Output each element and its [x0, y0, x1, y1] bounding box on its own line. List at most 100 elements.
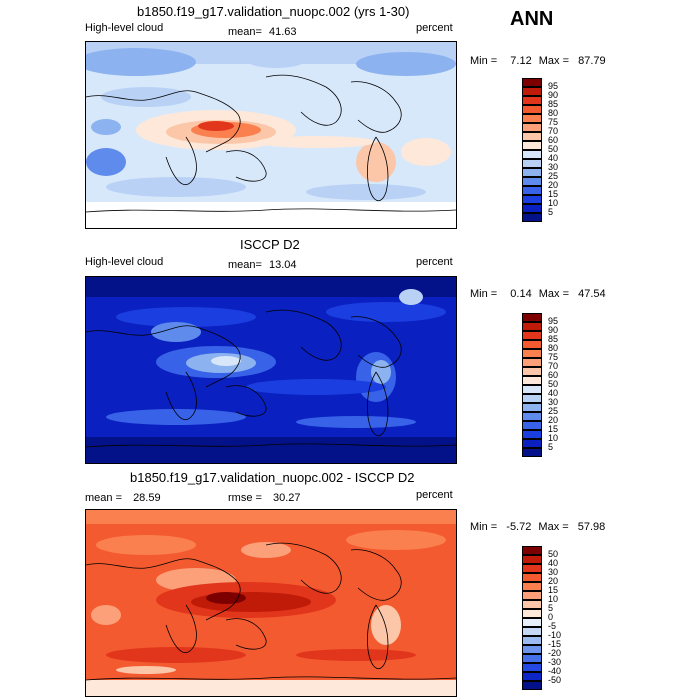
- panel-2-minmax: Min = 0.14 Max = 47.54: [470, 288, 606, 300]
- colorbar-tick-label: 30: [548, 397, 559, 407]
- panel-3-mean-label: mean =: [85, 492, 122, 504]
- colorbar-tick-label: 90: [548, 325, 559, 335]
- panel-2-max-value: 47.54: [578, 288, 606, 300]
- colorbar-tick-label: -50: [548, 675, 562, 685]
- colorbar-cell: [522, 96, 542, 105]
- panel-1-colorbar: 95 90 85 80 75 70 60 50 40 30 25 20 15 10 5: [522, 78, 582, 224]
- colorbar-tick-label: 60: [548, 135, 559, 145]
- colorbar-tick-label: 30: [548, 567, 559, 577]
- colorbar-tick-label: 70: [548, 126, 559, 136]
- colorbar-cell: [522, 645, 542, 654]
- colorbar-cell: [522, 412, 542, 421]
- colorbar-tick-label: 10: [548, 433, 559, 443]
- colorbar-tick-label: 15: [548, 424, 559, 434]
- colorbar-cell: [522, 358, 542, 367]
- panel-3-max-label: Max =: [538, 521, 569, 533]
- colorbar-cell: [522, 87, 542, 96]
- colorbar-cell: [522, 582, 542, 591]
- colorbar-cell: [522, 340, 542, 349]
- colorbar-tick-label: 70: [548, 361, 559, 371]
- colorbar-cell: [522, 654, 542, 663]
- colorbar-tick-label: 60: [548, 370, 559, 380]
- colorbar-cell: [522, 546, 542, 555]
- panel-1-minmax: Min = 7.12 Max = 87.79: [470, 55, 606, 67]
- colorbar-tick-label: 15: [548, 585, 559, 595]
- panel-1-min-value: 7.12: [510, 55, 532, 67]
- panel-2-mean-value: 13.04: [269, 259, 297, 271]
- panel-2-variable: High-level cloud: [85, 256, 164, 268]
- colorbar-tick-label: -15: [548, 639, 562, 649]
- colorbar-cell: [522, 123, 542, 132]
- colorbar-cell: [522, 636, 542, 645]
- panel-3-minmax: Min = -5.72 Max = 57.98: [470, 521, 605, 533]
- colorbar-tick-label: 10: [548, 594, 559, 604]
- colorbar-tick-label: 20: [548, 180, 559, 190]
- panel-1-map: [85, 41, 457, 229]
- panel-2-units: percent: [416, 256, 453, 268]
- colorbar-cell: [522, 609, 542, 618]
- colorbar-tick-label: 90: [548, 90, 559, 100]
- colorbar-cell: [522, 573, 542, 582]
- colorbar-cell: [522, 421, 542, 430]
- colorbar-tick-label: 50: [548, 379, 559, 389]
- panel-2-mean-label: mean=: [228, 259, 262, 271]
- colorbar-cell: [522, 600, 542, 609]
- colorbar-tick-label: 20: [548, 415, 559, 425]
- colorbar-cell: [522, 150, 542, 159]
- colorbar-tick-label: 95: [548, 316, 559, 326]
- colorbar-cell: [522, 394, 542, 403]
- colorbar-cell: [522, 313, 542, 322]
- colorbar-cell: [522, 448, 542, 457]
- colorbar-tick-label: 40: [548, 558, 559, 568]
- panel-2-title: ISCCP D2: [240, 237, 300, 252]
- colorbar-tick-label: 5: [548, 442, 554, 452]
- colorbar-cell: [522, 591, 542, 600]
- colorbar-tick-label: 75: [548, 117, 559, 127]
- panel-2-mean: mean= 13.04: [228, 259, 297, 271]
- colorbar-cell: [522, 430, 542, 439]
- colorbar-tick-label: 5: [548, 207, 554, 217]
- colorbar-tick-label: 40: [548, 153, 559, 163]
- panel-1-title: b1850.f19_g17.validation_nuopc.002 (yrs …: [137, 4, 410, 19]
- colorbar-tick-label: 25: [548, 171, 559, 181]
- panel-1-mean-value: 41.63: [269, 26, 297, 38]
- colorbar-tick-label: 40: [548, 388, 559, 398]
- colorbar-tick-label: 80: [548, 343, 559, 353]
- panel-1-max-value: 87.79: [578, 55, 606, 67]
- colorbar-tick-label: 0: [548, 612, 554, 622]
- colorbar-cell: [522, 114, 542, 123]
- colorbar-tick-label: -30: [548, 657, 562, 667]
- colorbar-tick-label: 50: [548, 144, 559, 154]
- panel-2-min-value: 0.14: [510, 288, 532, 300]
- colorbar-cell: [522, 195, 542, 204]
- colorbar-cell: [522, 132, 542, 141]
- panel-3-mean-value: 28.59: [133, 492, 161, 504]
- colorbar-cell: [522, 376, 542, 385]
- colorbar-cell: [522, 618, 542, 627]
- panel-1-mean-label: mean=: [228, 26, 262, 38]
- panel-3-units: percent: [416, 489, 453, 501]
- colorbar-cell: [522, 141, 542, 150]
- panel-2-max-label: Max =: [538, 288, 570, 300]
- panel-3-min-value: -5.72: [506, 521, 532, 533]
- colorbar-cell: [522, 159, 542, 168]
- colorbar-tick-label: 50: [548, 549, 559, 559]
- panel-2-min-label: Min =: [470, 288, 498, 300]
- colorbar-tick-label: 95: [548, 81, 559, 91]
- colorbar-cell: [522, 564, 542, 573]
- colorbar-cell: [522, 204, 542, 213]
- panel-1-units: percent: [416, 22, 453, 34]
- panel-3-colorbar: 50 40 30 20 15 10 5 0 -5 -10 -15 -20 -30 -40 -50: [522, 546, 582, 692]
- colorbar-tick-label: -5: [548, 621, 557, 631]
- colorbar-tick-label: 30: [548, 162, 559, 172]
- colorbar-cell: [522, 322, 542, 331]
- colorbar-cell: [522, 385, 542, 394]
- colorbar-cell: [522, 403, 542, 412]
- panel-1-min-label: Min =: [470, 55, 498, 67]
- panel-2-colorbar: 95 90 85 80 75 70 60 50 40 30 25 20 15 10 5: [522, 313, 582, 459]
- panel-3-rmse-value: 30.27: [273, 492, 301, 504]
- colorbar-tick-label: -40: [548, 666, 562, 676]
- colorbar-tick-label: -10: [548, 630, 562, 640]
- panel-3-max-value: 57.98: [577, 521, 606, 533]
- colorbar-tick-label: 75: [548, 352, 559, 362]
